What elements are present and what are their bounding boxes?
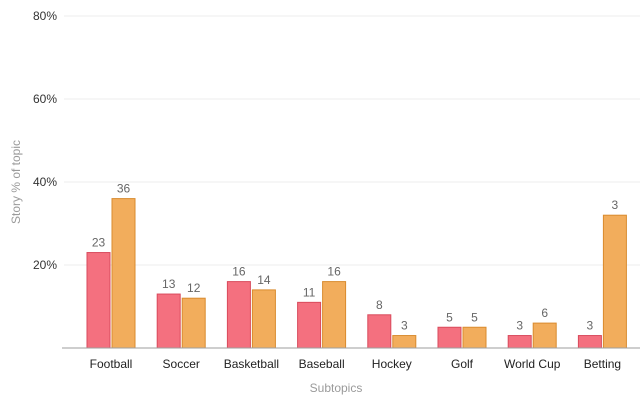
x-tick-label: Basketball	[224, 357, 279, 371]
x-tick-label: Betting	[584, 357, 621, 371]
bar-hockey-series-2	[392, 335, 417, 349]
bar-golf-series-2	[462, 326, 487, 349]
data-label: 14	[257, 273, 271, 287]
y-tick-label: 80%	[33, 9, 57, 23]
bar-basketball-series-1	[226, 281, 251, 349]
bar-basketball-series-2	[251, 289, 276, 349]
bar-hockey-series-1	[367, 314, 392, 349]
y-tick-label: 20%	[33, 258, 57, 272]
bar-betting-series-1	[577, 335, 602, 349]
x-tick-label: Baseball	[299, 357, 345, 371]
bar-soccer-series-1	[156, 293, 181, 349]
x-tick-label: Soccer	[163, 357, 200, 371]
bar-betting-series-2	[602, 214, 627, 349]
data-label: 23	[92, 236, 106, 250]
data-label: 3	[612, 198, 619, 212]
bar-baseball-series-1	[297, 301, 322, 349]
bar-football-series-1	[86, 252, 111, 349]
data-label: 3	[401, 319, 408, 333]
bars	[86, 198, 627, 349]
data-label: 13	[162, 277, 176, 291]
x-tick-label: Hockey	[372, 357, 412, 371]
y-tick-label: 60%	[33, 92, 57, 106]
data-label: 5	[446, 310, 453, 324]
data-label: 6	[541, 306, 548, 320]
bar-golf-series-1	[437, 326, 462, 349]
data-label: 16	[327, 265, 341, 279]
bar-football-series-2	[111, 198, 136, 349]
data-label: 5	[471, 310, 478, 324]
y-axis-ticks: 20% 40% 60% 80%	[33, 9, 57, 272]
gridlines	[64, 15, 640, 266]
data-label: 16	[232, 265, 246, 279]
bar-world-cup-series-2	[532, 322, 557, 349]
bar-world-cup-series-1	[507, 335, 532, 349]
y-axis-title: Story % of topic	[9, 140, 23, 224]
x-tick-label: Golf	[451, 357, 474, 371]
bar-soccer-series-2	[181, 297, 206, 349]
data-label: 12	[187, 281, 201, 295]
y-tick-label: 40%	[33, 175, 57, 189]
x-tick-label: World Cup	[504, 357, 561, 371]
x-axis-title: Subtopics	[310, 381, 363, 395]
x-axis-ticks: Football Soccer Basketball Baseball Hockey Go…	[90, 357, 621, 371]
data-label: 3	[516, 319, 523, 333]
data-label: 8	[376, 298, 383, 312]
data-label: 3	[587, 319, 594, 333]
data-label: 36	[117, 182, 131, 196]
bar-baseball-series-2	[322, 281, 347, 349]
x-tick-label: Football	[90, 357, 133, 371]
data-label: 11	[303, 285, 316, 299]
